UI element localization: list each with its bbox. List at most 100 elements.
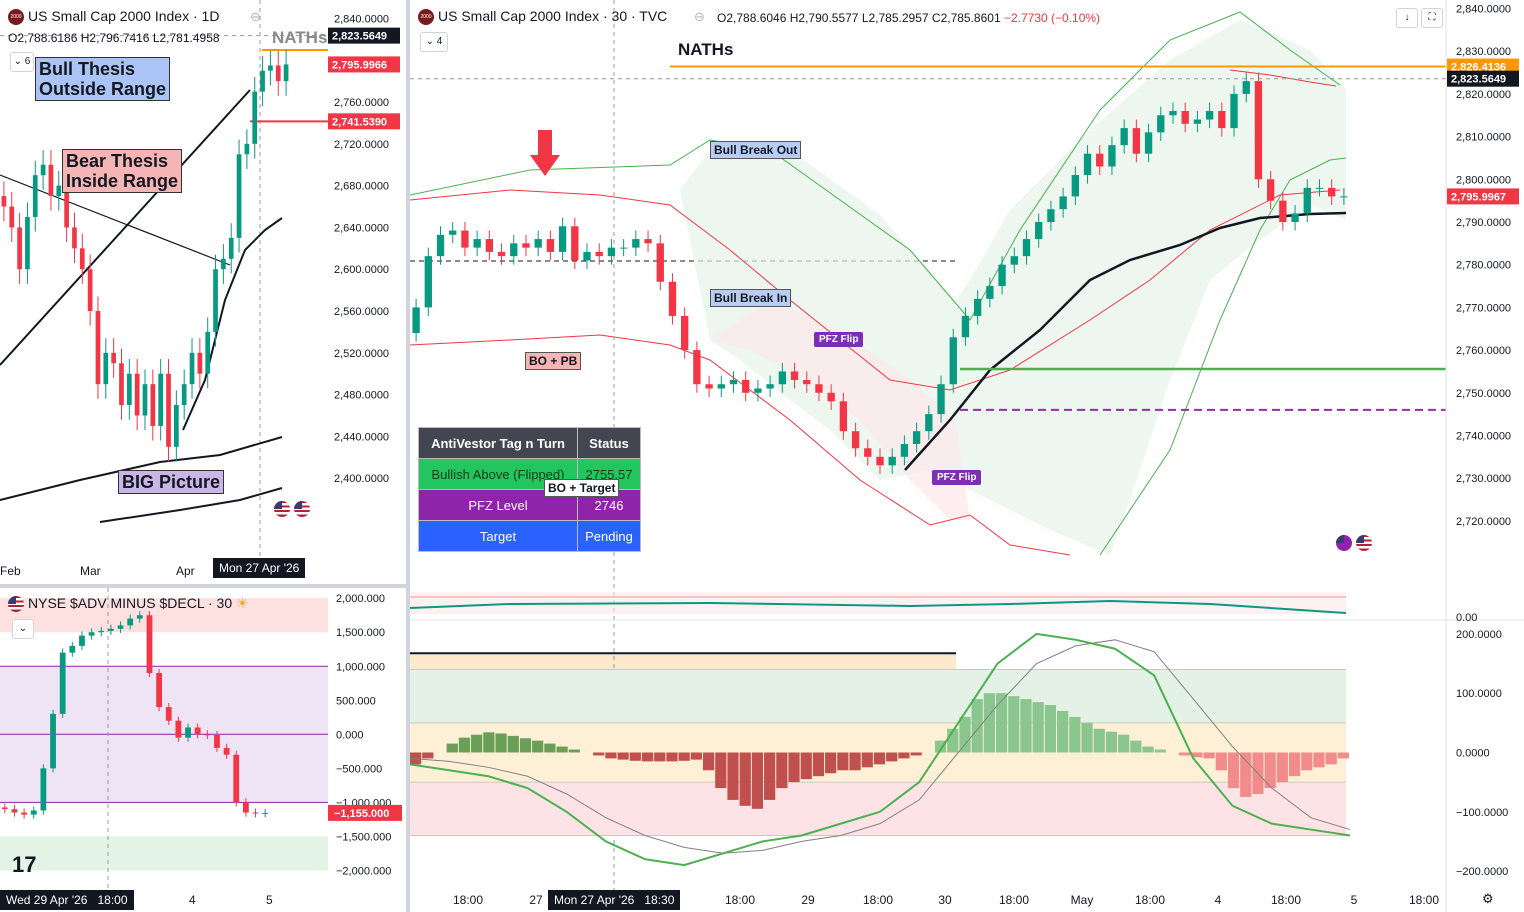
strip-line (410, 599, 1347, 614)
main-x-tick: 27 (529, 893, 543, 907)
download-icon[interactable]: ↓ (1396, 8, 1418, 28)
histogram-bar (1191, 752, 1203, 758)
pane-separator-vertical[interactable] (406, 0, 410, 912)
daily-low: L2,781.4958 (152, 31, 220, 45)
daily-y-tick: 2,720.0000 (334, 139, 389, 151)
main-x-tick: 18:00 (1409, 893, 1439, 907)
candle-body (925, 414, 933, 432)
candle-body (165, 707, 172, 721)
candle-body (632, 239, 640, 248)
main-crosshair-time: Mon 27 Apr '26 18:30 (548, 890, 681, 910)
candle-body (189, 352, 195, 385)
histogram-bar (825, 752, 837, 774)
bear-band-fill (710, 300, 970, 520)
settings-gear-icon[interactable]: ⚙ (1482, 891, 1494, 906)
candle-body (181, 384, 187, 406)
daily-chart-pane[interactable]: 2,400.0000 2,440.0000 2,480.0000 2,520.0000… (0, 0, 406, 584)
candle-body (213, 269, 218, 332)
histogram-bar (617, 752, 629, 760)
hist-y-tick: 100.0000 (1456, 688, 1502, 700)
main-y-tick: 2,730.0000 (1456, 473, 1511, 485)
daily-flags[interactable] (274, 500, 314, 518)
candle-body (221, 258, 226, 270)
histogram-bar (727, 752, 739, 800)
main-x-tick: 18:00 (863, 893, 893, 907)
histogram-bar (800, 752, 812, 780)
candle-body (1108, 145, 1116, 167)
main-y-tick: 2,840.0000 (1456, 4, 1511, 16)
pane-separator-horizontal[interactable] (0, 584, 406, 588)
daily-x-tick: Mar (80, 564, 101, 578)
adv-decl-chart-pane[interactable]: −2,000.000 −1,500.000 −1,000.000 −500.000 0.… (0, 588, 406, 912)
histogram-bar (605, 752, 617, 759)
bear-thesis-annotation[interactable]: Bear Thesis Inside Range (62, 149, 183, 193)
histogram-bar (1057, 710, 1069, 753)
candle-body (197, 352, 203, 374)
candle-body (252, 91, 258, 144)
bull-break-in-label[interactable]: Bull Break In (710, 289, 792, 307)
daily-collapse-count: 6 (24, 56, 31, 67)
bull-break-out-label[interactable]: Bull Break Out (710, 141, 802, 159)
main-collapse-button[interactable]: ⌄ 4 (420, 32, 448, 52)
bo-pb-label[interactable]: BO + PB (525, 352, 582, 370)
histogram-bar (1240, 752, 1252, 797)
histogram-bar (1215, 752, 1227, 771)
hide-icon[interactable]: ⊖ (694, 9, 705, 24)
candle-body (150, 384, 156, 426)
bull-thesis-annotation[interactable]: Bull Thesis Outside Range (35, 57, 171, 101)
us-flag-icon (294, 500, 310, 517)
candle-body (1083, 153, 1092, 176)
histogram-bar (678, 752, 690, 761)
candle-body (742, 379, 750, 393)
tradingview-logo-icon[interactable]: 17 (12, 852, 37, 877)
candle-body (900, 444, 909, 457)
hist-y-tick: −200.0000 (1456, 866, 1508, 878)
main-y-tick: 2,800.0000 (1456, 174, 1511, 186)
pfz-flip-tag[interactable]: PFZ Flip (932, 470, 982, 485)
big-picture-annotation[interactable]: BIG Picture (118, 470, 225, 494)
main-high: H2,790.5577 (789, 11, 859, 25)
pfz-flip-tag[interactable]: PFZ Flip (814, 332, 864, 347)
candle-body (87, 269, 93, 312)
candle-body (1303, 187, 1311, 214)
histogram-bar (1264, 752, 1276, 789)
bo-target-label[interactable]: BO + Target (544, 479, 620, 497)
histogram-bar (666, 752, 678, 762)
candle-body (1096, 153, 1104, 167)
hide-icon[interactable]: ⊖ (250, 9, 261, 24)
candle-body (607, 247, 616, 257)
price-tag-bg (328, 56, 400, 73)
main-flags[interactable] (1336, 534, 1376, 552)
candle-body (1144, 132, 1153, 154)
histogram-bar (1105, 731, 1118, 753)
histogram-bar (1203, 752, 1215, 759)
candle-body (815, 384, 823, 393)
intraday-chart-canvas[interactable]: 2,720.0000 2,730.0000 2,740.0000 2,750.0000… (410, 0, 1524, 912)
adv-collapse-button[interactable]: ⌄ (12, 619, 34, 639)
candle-body (1022, 239, 1031, 257)
adv-decl-chart-canvas[interactable]: −2,000.000−1,500.000−1,000.000−500.0000.… (0, 588, 406, 912)
main-y-tick: 2,720.0000 (1456, 516, 1511, 528)
candle-body (461, 230, 469, 248)
price-tag: 2,826.4136 (1451, 62, 1506, 74)
main-y-tick: 2,820.0000 (1456, 89, 1511, 101)
histogram-bar (751, 752, 764, 809)
histogram-bar (947, 728, 959, 753)
moving-average (182, 217, 283, 431)
channel-line (0, 89, 251, 366)
signal-line (410, 639, 1351, 854)
adv-y-tick: 500.000 (336, 695, 376, 707)
daily-collapse-button[interactable]: ⌄ 6 (10, 52, 34, 72)
histogram-bar (849, 752, 861, 771)
candle-body (546, 239, 555, 252)
candle-body (412, 307, 420, 333)
candle-body (175, 720, 182, 738)
histogram-bar (812, 752, 825, 777)
overbought-zone (0, 598, 328, 633)
bollinger-lower (410, 334, 1071, 556)
intraday-chart-pane[interactable]: 2,720.0000 2,730.0000 2,740.0000 2,750.0000… (410, 0, 1524, 912)
candle-body (619, 247, 628, 249)
fullscreen-icon[interactable]: ⛶ (1421, 8, 1443, 28)
candle-body (268, 65, 273, 71)
histogram-bar (1325, 752, 1337, 765)
